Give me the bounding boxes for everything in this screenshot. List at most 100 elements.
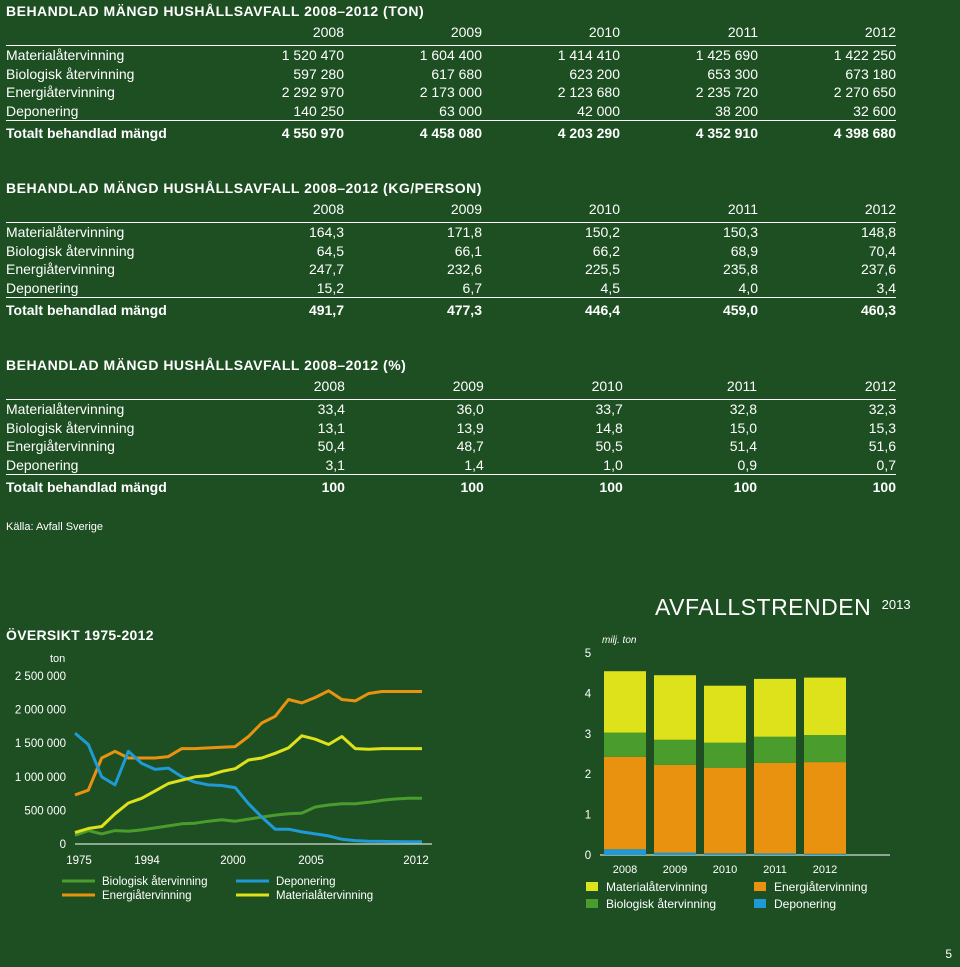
cell-value: 38 200: [715, 102, 758, 119]
table-row: Energiåtervinning 247,7 232,6 225,5 235,8 237…: [6, 260, 896, 279]
y-axis-label: ton: [50, 653, 65, 665]
cell-value: 459,0: [620, 297, 758, 322]
cell-value: 4 352 910: [620, 120, 758, 145]
table-header-row: 2008 2009 2010 2011 2012: [6, 375, 896, 400]
year-header: 2011: [622, 375, 758, 400]
cell-value: 64,5: [316, 242, 344, 259]
x-tick-label: 2008: [613, 864, 637, 876]
cell-value: 100: [757, 474, 896, 499]
x-tick-label: 1994: [134, 855, 160, 867]
year-header: 2008: [206, 198, 344, 223]
cell-value: 140 250: [293, 102, 344, 119]
cell-value: 100: [483, 474, 623, 499]
year-header: 2010: [482, 21, 620, 46]
table-row: Deponering 140 250 63 000 42 000 38 200 32 60…: [6, 102, 896, 121]
cell-value: 4,5: [600, 279, 620, 296]
cell-value: 66,1: [454, 242, 482, 259]
cell-value: 51,6: [868, 438, 896, 454]
year-header: 2011: [620, 21, 758, 46]
year-header: 2010: [482, 198, 620, 223]
cell-value: 100: [206, 474, 345, 499]
series-line: [74, 734, 422, 835]
cell-value: 50,5: [595, 438, 623, 454]
x-tick-label: 2005: [298, 855, 324, 867]
bar-segment: [654, 739, 696, 765]
cell-value: 150,3: [722, 224, 758, 240]
row-label: Totalt behandlad mängd: [6, 120, 206, 145]
data-table: 2008 2009 2010 2011 2012 Materialåtervin…: [6, 21, 896, 145]
legend-label: Materialåtervinning: [276, 890, 373, 902]
bar-segment: [754, 678, 796, 737]
cell-value: 477,3: [344, 297, 482, 322]
bar-segment: [704, 685, 746, 743]
legend-swatch: [754, 899, 766, 908]
cell-value: 460,3: [758, 297, 896, 322]
cell-value: 653 300: [707, 65, 758, 82]
bar-segment: [704, 767, 746, 854]
line-chart: ton 2 500 000 2 000 000 1 500 000 1 000 000 5…: [15, 653, 432, 902]
row-label: Materialåtervinning: [6, 401, 125, 417]
bar-segment: [604, 671, 646, 733]
row-label: Biologisk återvinning: [6, 65, 135, 82]
series-line: [74, 731, 422, 844]
cell-value: 0,9: [737, 456, 758, 473]
brand: AVFALLSTRENDEN 2013: [655, 594, 911, 621]
legend-label: Energiåtervinning: [774, 880, 867, 894]
source-note: Källa: Avfall Sverige: [6, 521, 104, 533]
cell-value: 247,7: [308, 261, 344, 277]
total-row: Totalt behandlad mängd 100 100 100 100 100: [6, 474, 896, 499]
year-header: 2009: [344, 21, 482, 46]
year-header: 2009: [344, 198, 482, 223]
cell-value: 63 000: [439, 102, 482, 119]
bar-segment: [754, 736, 796, 763]
legend-label: Materialåtervinning: [606, 880, 707, 894]
year-header: 2009: [344, 375, 484, 400]
y-tick-label: 2 000 000: [15, 705, 66, 717]
legend-swatch: [586, 882, 598, 891]
cell-value: 2 235 720: [695, 84, 758, 100]
cell-value: 1,0: [603, 456, 623, 473]
row-label: Deponering: [6, 456, 79, 473]
cell-value: 4 203 290: [482, 120, 620, 145]
bar-segment: [704, 853, 746, 855]
series-line: [74, 796, 422, 837]
cell-value: 4 458 080: [344, 120, 482, 145]
cell-value: 673 180: [845, 65, 896, 82]
bar-segment: [754, 853, 796, 855]
bar-segment: [804, 735, 846, 763]
cell-value: 2 173 000: [419, 84, 482, 100]
total-row: Totalt behandlad mängd 4 550 970 4 458 080…: [6, 120, 896, 145]
cell-value: 617 680: [431, 65, 482, 82]
year-header: 2008: [206, 375, 345, 400]
cell-value: 4 398 680: [758, 120, 896, 145]
row-label: Deponering: [6, 102, 79, 119]
year-header: 2012: [758, 21, 896, 46]
y-tick-label: 0: [60, 839, 66, 851]
x-tick-label: 2000: [220, 855, 246, 867]
y-tick-label: 2: [585, 769, 591, 781]
cell-value: 48,7: [456, 438, 484, 454]
year-header: 2008: [206, 21, 344, 46]
legend-label: Biologisk återvinning: [606, 897, 716, 911]
table-row: Biologisk återvinning 597 280 617 680 623 2…: [6, 65, 896, 84]
cell-value: 36,0: [456, 401, 484, 417]
cell-value: 446,4: [482, 297, 620, 322]
cell-value: 150,2: [584, 224, 620, 240]
cell-value: 32,8: [729, 401, 758, 417]
total-row: Totalt behandlad mängd 491,7 477,3 446,4 459…: [6, 297, 896, 322]
cell-value: 164,3: [308, 224, 344, 240]
cell-value: 235,8: [722, 261, 758, 277]
table-title: BEHANDLAD MÄNGD HUSHÅLLSAVFALL 2008–2012…: [6, 180, 482, 196]
cell-value: 148,8: [860, 224, 896, 240]
y-axis-label: milj. ton: [602, 635, 637, 646]
bar-segment: [804, 762, 846, 854]
x-tick-label: 2012: [813, 864, 837, 876]
cell-value: 597 280: [293, 65, 344, 82]
y-tick-label: 5: [585, 648, 591, 660]
table-row: Biologisk återvinning 13,1 13,9 14,8 15,0 15,…: [6, 419, 896, 438]
table-kg-person: BEHANDLAD MÄNGD HUSHÅLLSAVFALL 2008–2012…: [6, 180, 896, 322]
cell-value: 42 000: [577, 102, 620, 119]
cell-value: 32 600: [853, 102, 896, 119]
bar-segment: [604, 756, 646, 850]
cell-value: 237,6: [860, 261, 896, 277]
